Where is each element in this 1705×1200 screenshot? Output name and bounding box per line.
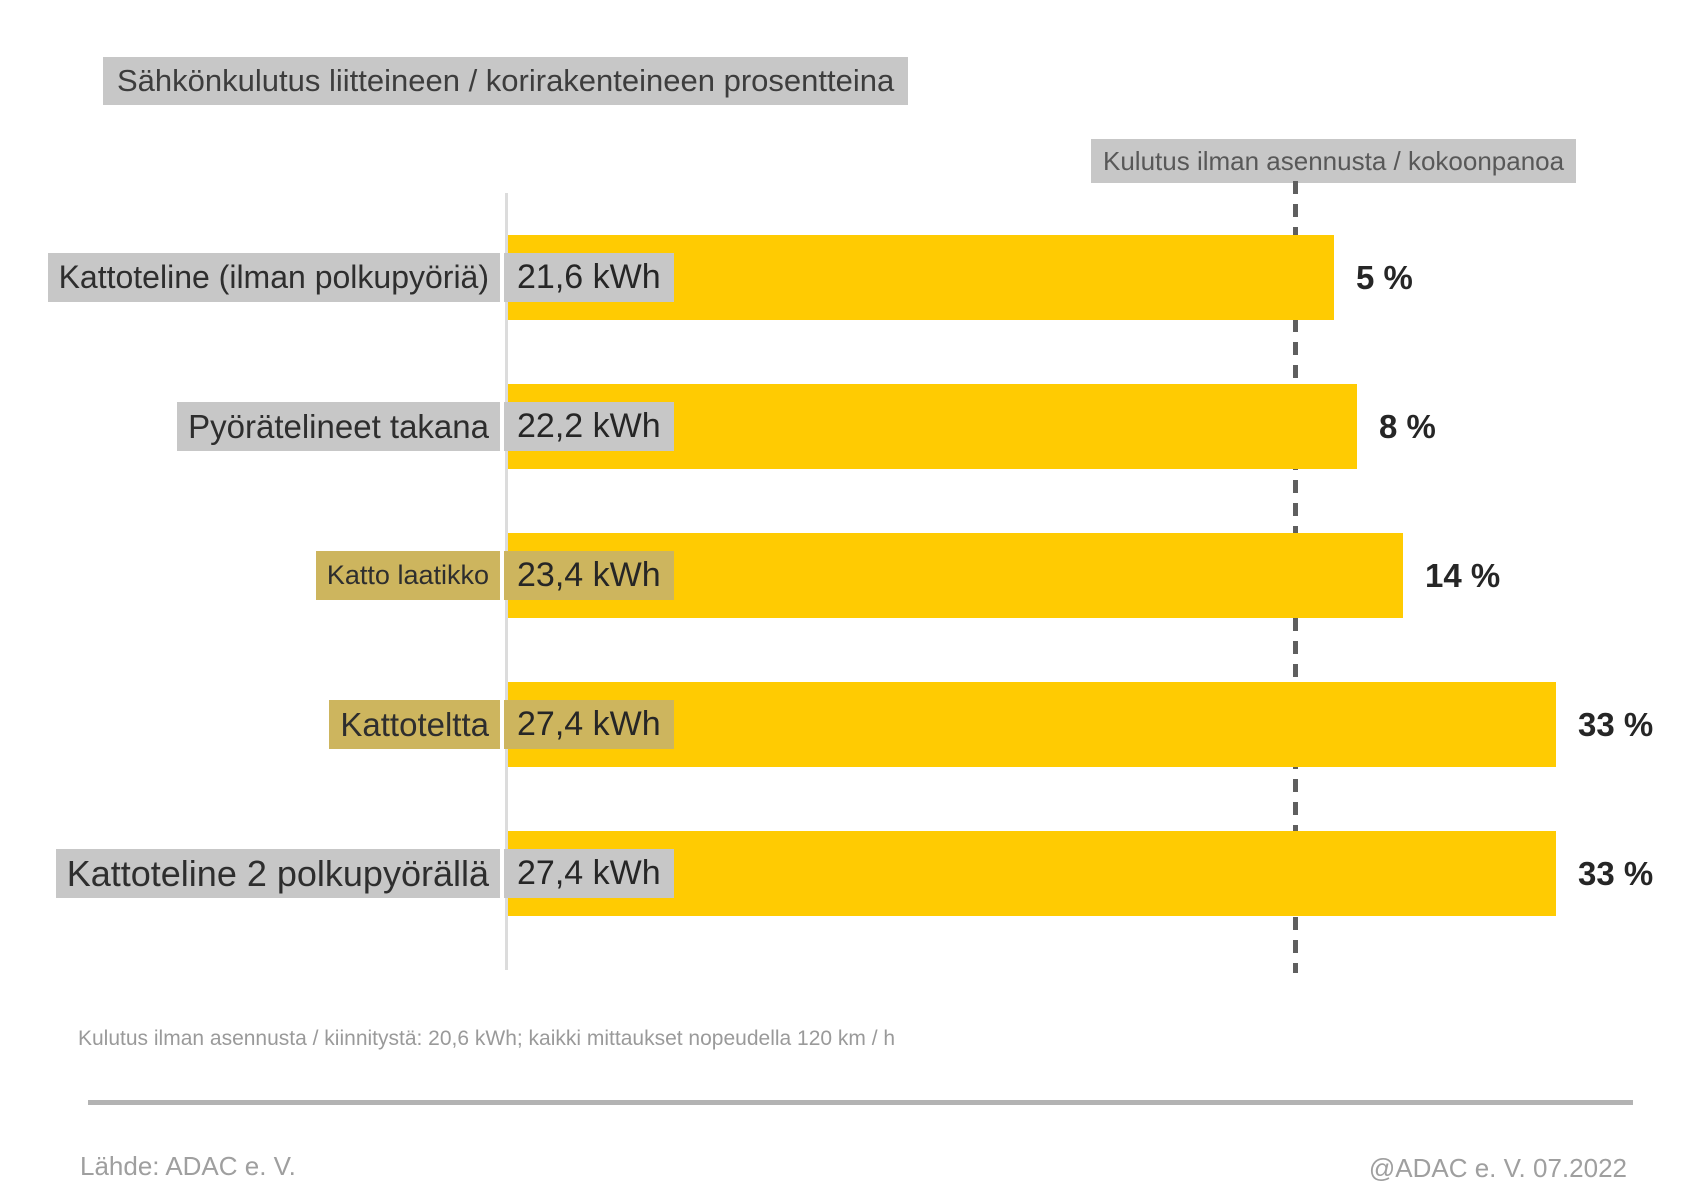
percent-label-4: 33 % bbox=[1578, 855, 1654, 892]
category-label-1: Pyörätelineet takana bbox=[177, 402, 500, 451]
source-text: Lähde: ADAC e. V. bbox=[80, 1151, 296, 1181]
percent-label-2: 14 % bbox=[1425, 557, 1501, 594]
value-label-2: 23,4 kWh bbox=[504, 551, 674, 600]
category-label-2: Katto laatikko bbox=[315, 551, 500, 600]
bar-3 bbox=[508, 682, 1556, 767]
reference-line-label: Kulutus ilman asennusta / kokoonpanoa bbox=[1091, 139, 1577, 183]
value-label-0: 21,6 kWh bbox=[504, 253, 674, 302]
divider-rule bbox=[88, 1100, 1633, 1105]
category-label-4: Kattoteline 2 polkupyörällä bbox=[55, 849, 500, 898]
bar-4 bbox=[508, 831, 1556, 916]
percent-label-1: 8 % bbox=[1379, 408, 1436, 445]
category-label-3: Kattoteltta bbox=[329, 700, 500, 749]
chart-footnote: Kulutus ilman asennusta / kiinnitystä: 2… bbox=[78, 1027, 896, 1050]
percent-label-0: 5 % bbox=[1356, 259, 1413, 296]
value-label-1: 22,2 kWh bbox=[504, 402, 674, 451]
chart-title: Sähkönkulutus liitteineen / korirakentei… bbox=[103, 57, 909, 105]
credit-text: @ADAC e. V. 07.2022 bbox=[1368, 1153, 1627, 1183]
value-label-3: 27,4 kWh bbox=[504, 700, 674, 749]
category-label-0: Kattoteline (ilman polkupyöriä) bbox=[47, 253, 500, 302]
value-label-4: 27,4 kWh bbox=[504, 849, 674, 898]
percent-label-3: 33 % bbox=[1578, 706, 1654, 743]
